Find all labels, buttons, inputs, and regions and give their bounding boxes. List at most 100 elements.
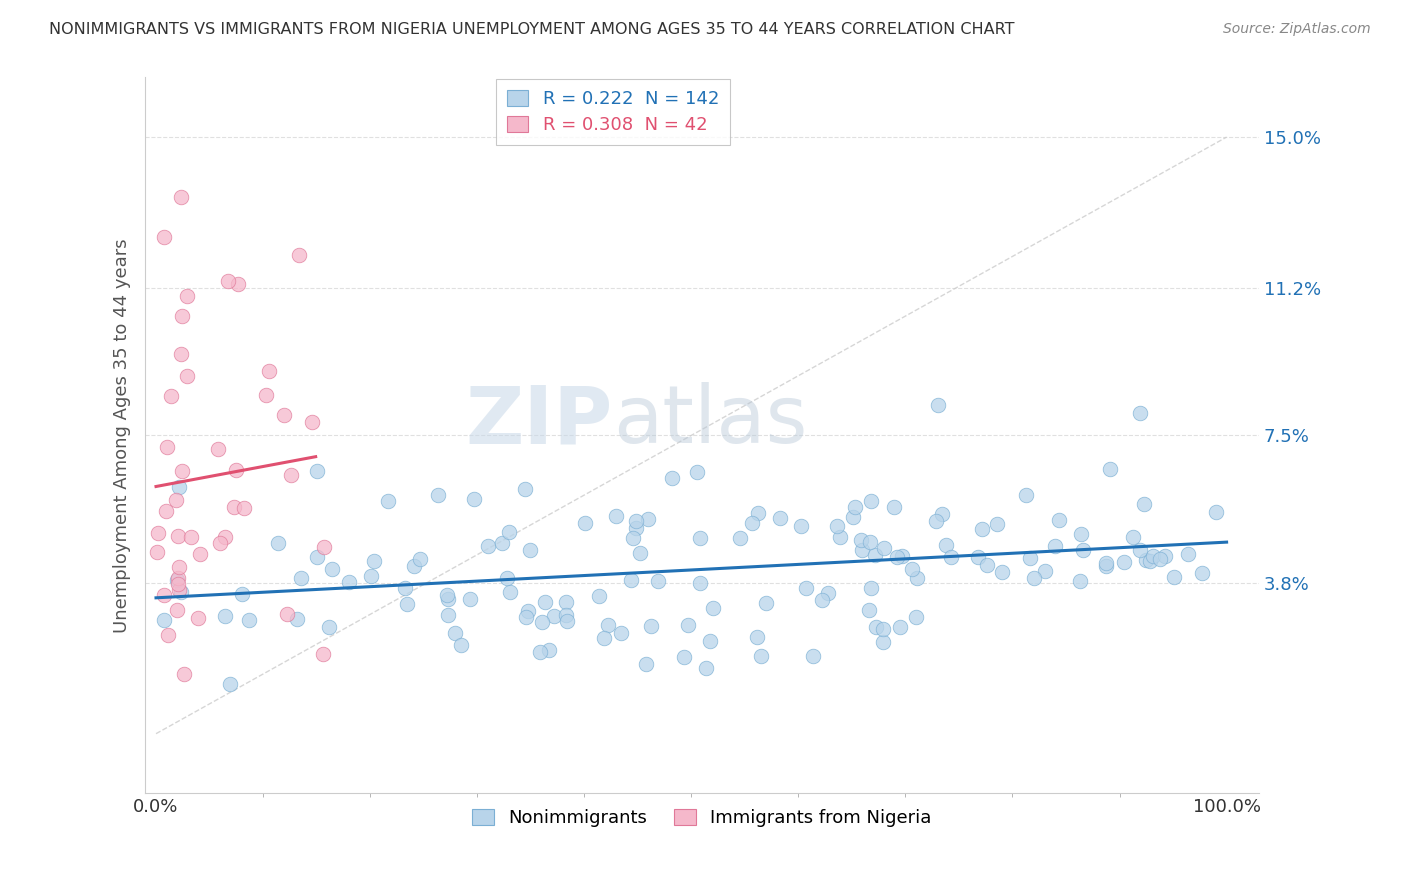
Point: [1163, 570, 1185, 584]
Point: [970, 523, 993, 537]
Point: [1122, 530, 1144, 544]
Point: [676, 618, 699, 632]
Text: ZIP: ZIP: [465, 382, 613, 460]
Point: [519, 543, 541, 558]
Point: [214, 530, 236, 544]
Point: [166, 602, 188, 616]
Point: [444, 625, 467, 640]
Point: [491, 536, 513, 550]
Point: [637, 512, 659, 526]
Point: [531, 615, 554, 629]
Point: [1129, 542, 1152, 557]
Point: [728, 531, 751, 545]
Point: [167, 571, 190, 585]
Point: [873, 541, 896, 555]
Point: [859, 534, 882, 549]
Point: [318, 620, 340, 634]
Point: [458, 592, 481, 607]
Point: [1071, 543, 1094, 558]
Point: [167, 577, 190, 591]
Point: [661, 471, 683, 485]
Point: [166, 529, 188, 543]
Point: [624, 515, 647, 529]
Point: [1177, 547, 1199, 561]
Point: [321, 562, 343, 576]
Point: [1019, 550, 1042, 565]
Point: [863, 549, 886, 563]
Point: [842, 510, 865, 524]
Point: [152, 229, 174, 244]
Point: [673, 649, 696, 664]
Point: [1205, 505, 1227, 519]
Point: [228, 277, 250, 291]
Point: [941, 550, 963, 565]
Point: [259, 364, 281, 378]
Point: [610, 626, 633, 640]
Point: [695, 661, 717, 675]
Point: [811, 593, 834, 607]
Point: [233, 501, 256, 516]
Point: [312, 541, 335, 555]
Point: [170, 464, 193, 478]
Point: [593, 631, 616, 645]
Point: [1133, 497, 1156, 511]
Point: [225, 463, 247, 477]
Point: [276, 607, 298, 622]
Point: [209, 536, 232, 550]
Point: [287, 248, 309, 262]
Point: [801, 648, 824, 663]
Point: [404, 558, 426, 573]
Point: [1135, 552, 1157, 566]
Point: [636, 657, 658, 671]
Point: [169, 585, 191, 599]
Point: [1094, 559, 1116, 574]
Point: [851, 543, 873, 558]
Point: [537, 643, 560, 657]
Point: [529, 645, 551, 659]
Point: [865, 619, 887, 633]
Point: [794, 582, 817, 596]
Point: [498, 585, 520, 599]
Point: [176, 289, 198, 303]
Point: [1154, 549, 1177, 563]
Point: [517, 604, 540, 618]
Point: [1139, 554, 1161, 568]
Point: [624, 520, 647, 534]
Point: [437, 608, 460, 623]
Point: [311, 647, 333, 661]
Point: [925, 514, 948, 528]
Point: [437, 591, 460, 606]
Point: [905, 571, 928, 585]
Point: [169, 560, 191, 574]
Point: [640, 619, 662, 633]
Point: [207, 442, 229, 456]
Point: [167, 582, 190, 597]
Point: [741, 516, 763, 530]
Point: [176, 368, 198, 383]
Point: [1112, 555, 1135, 569]
Point: [596, 618, 619, 632]
Point: [543, 609, 565, 624]
Point: [146, 544, 169, 558]
Point: [515, 610, 537, 624]
Point: [817, 586, 839, 600]
Point: [450, 638, 472, 652]
Point: [290, 571, 312, 585]
Point: [267, 536, 290, 550]
Point: [755, 596, 778, 610]
Point: [986, 517, 1008, 532]
Point: [749, 648, 772, 663]
Point: [825, 519, 848, 533]
Point: [1070, 527, 1092, 541]
Point: [273, 408, 295, 422]
Point: [187, 610, 209, 624]
Point: [172, 309, 194, 323]
Point: [153, 613, 176, 627]
Point: [170, 347, 193, 361]
Point: [1128, 406, 1150, 420]
Point: [173, 667, 195, 681]
Point: [238, 613, 260, 627]
Legend: Nonimmigrants, Immigrants from Nigeria: Nonimmigrants, Immigrants from Nigeria: [465, 802, 939, 834]
Point: [1191, 566, 1213, 580]
Point: [620, 573, 643, 587]
